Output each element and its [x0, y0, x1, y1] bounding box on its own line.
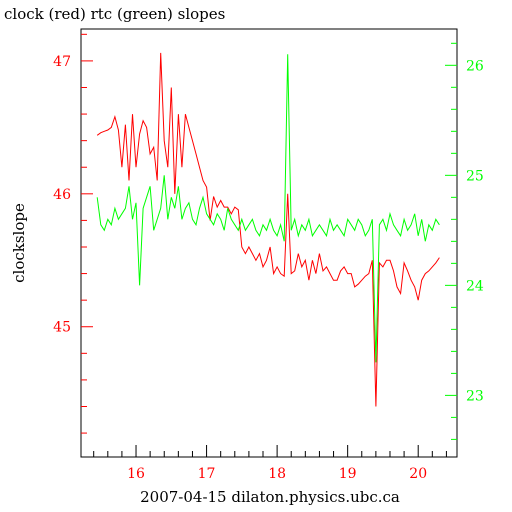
- left-tick-label: 45: [53, 320, 71, 336]
- tick-labels: 16 17 18 19 20 45 46 47 23 24 25 26: [53, 54, 484, 482]
- right-tick-label: 23: [466, 388, 484, 404]
- right-axis-ticks: [445, 42, 457, 440]
- rtc-series-line: [96, 54, 440, 363]
- series-layer: [96, 52, 440, 407]
- clock-series-line: [96, 52, 440, 407]
- chart-title: clock (red) rtc (green) slopes: [4, 5, 225, 23]
- plot-area: [80, 28, 458, 458]
- left-axis-ticks: [81, 33, 93, 434]
- x-tick-label: 18: [268, 466, 286, 482]
- x-tick-label: 17: [198, 466, 216, 482]
- x-axis-ticks: [93, 445, 447, 457]
- x-axis-label: 2007-04-15 dilaton.physics.ubc.ca: [140, 488, 400, 506]
- right-tick-label: 25: [466, 168, 484, 184]
- x-tick-label: 16: [127, 466, 145, 482]
- right-tick-label: 24: [466, 278, 484, 294]
- left-tick-label: 46: [53, 187, 71, 203]
- plot-frame: [80, 28, 458, 458]
- left-tick-label: 47: [53, 54, 71, 70]
- x-tick-label: 19: [339, 466, 357, 482]
- right-tick-label: 26: [466, 58, 484, 74]
- x-tick-label: 20: [409, 466, 427, 482]
- y-axis-label: clockslope: [10, 203, 28, 283]
